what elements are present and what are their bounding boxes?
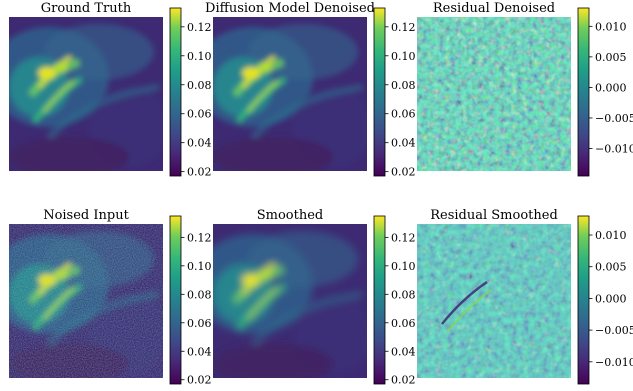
field-structure: [0, 24, 169, 177]
colorbar: [374, 8, 385, 176]
colorbar-tick-label: 0.06: [187, 317, 212, 330]
panel-title: Noised Input: [43, 208, 129, 223]
colorbar-tick-label: −0.010: [595, 143, 633, 156]
colorbar-tick-label: 0.12: [187, 21, 212, 34]
colorbar-tick-label: 0.04: [391, 345, 416, 358]
field-structure: [193, 231, 373, 384]
colorbar: [170, 8, 181, 176]
heatmap-image: [417, 224, 571, 378]
colorbar-tick-label: 0.08: [187, 288, 212, 301]
colorbar-tick-label: 0.06: [187, 108, 212, 121]
panel-title: Smoothed: [257, 208, 324, 223]
colorbar-tick-label: 0.04: [187, 345, 212, 358]
colorbar-tick-label: 0.08: [391, 79, 416, 92]
colorbar-tick-label: 0.000: [595, 292, 627, 305]
residual-texture: [417, 17, 571, 171]
field-structure: [193, 24, 373, 177]
colorbar-tick-label: 0.02: [391, 374, 416, 387]
panel-title: Diffusion Model Denoised: [205, 1, 375, 16]
panel-title: Residual Denoised: [433, 1, 555, 16]
panel-title: Ground Truth: [41, 1, 132, 16]
colorbar-tick-label: 0.02: [391, 166, 416, 179]
heatmap-image: [417, 17, 571, 171]
panel-title: Residual Smoothed: [430, 208, 558, 223]
colorbar: [578, 8, 589, 176]
colorbar-tick-label: 0.12: [391, 21, 416, 34]
colorbar-tick-label: 0.010: [595, 229, 627, 242]
panel-6: Residual Smoothed −0.010 −0.005 0.000 0.005 0…: [417, 208, 633, 384]
colorbar-tick-label: 0.10: [187, 50, 212, 63]
colorbar-tick-label: −0.010: [595, 356, 633, 369]
panel-2: Diffusion Model Denoised 0.02 0.04 0.06 0.08…: [193, 1, 416, 179]
heatmap-image: [193, 17, 373, 177]
panel-4: Noised Input 0.02 0.04 0.06 0.08 0.10 0.12: [0, 208, 212, 387]
panel-1: Ground Truth 0.02 0.04 0.06 0.08 0.10 0.12: [0, 1, 212, 179]
colorbar-tick-label: 0.10: [391, 50, 416, 63]
colorbar-tick-label: 0.10: [187, 260, 212, 273]
colorbar-tick-label: 0.005: [595, 261, 627, 274]
colorbar-tick-label: 0.04: [391, 137, 416, 150]
colorbar: [578, 216, 589, 384]
colorbar-tick-label: 0.010: [595, 20, 627, 33]
colorbar-tick-label: 0.06: [391, 108, 416, 121]
colorbar-tick-label: 0.08: [391, 288, 416, 301]
noise-overlay: [9, 224, 163, 378]
colorbar-tick-label: 0.02: [187, 166, 212, 179]
colorbar: [374, 216, 385, 384]
colorbar-tick-label: 0.02: [187, 374, 212, 387]
heatmap-image: [193, 224, 373, 384]
colorbar-tick-label: 0.005: [595, 51, 627, 64]
residual-texture: [417, 224, 571, 378]
panel-5: Smoothed 0.02 0.04 0.06 0.08 0.10 0.12: [193, 208, 416, 387]
colorbar-tick-label: 0.08: [187, 79, 212, 92]
colorbar-tick-label: 0.10: [391, 260, 416, 273]
panel-3: Residual Denoised −0.010 −0.005 0.000 0.005 0…: [417, 1, 633, 176]
colorbar-tick-label: −0.005: [595, 324, 633, 337]
colorbar-tick-label: 0.000: [595, 81, 627, 94]
colorbar-tick-label: 0.12: [391, 231, 416, 244]
heatmap-image: [0, 224, 169, 384]
colorbar: [170, 216, 181, 384]
colorbar-tick-label: 0.12: [187, 231, 212, 244]
heatmap-image: [0, 17, 169, 177]
colorbar-tick-label: −0.005: [595, 112, 633, 125]
colorbar-tick-label: 0.06: [391, 317, 416, 330]
colorbar-tick-label: 0.04: [187, 137, 212, 150]
